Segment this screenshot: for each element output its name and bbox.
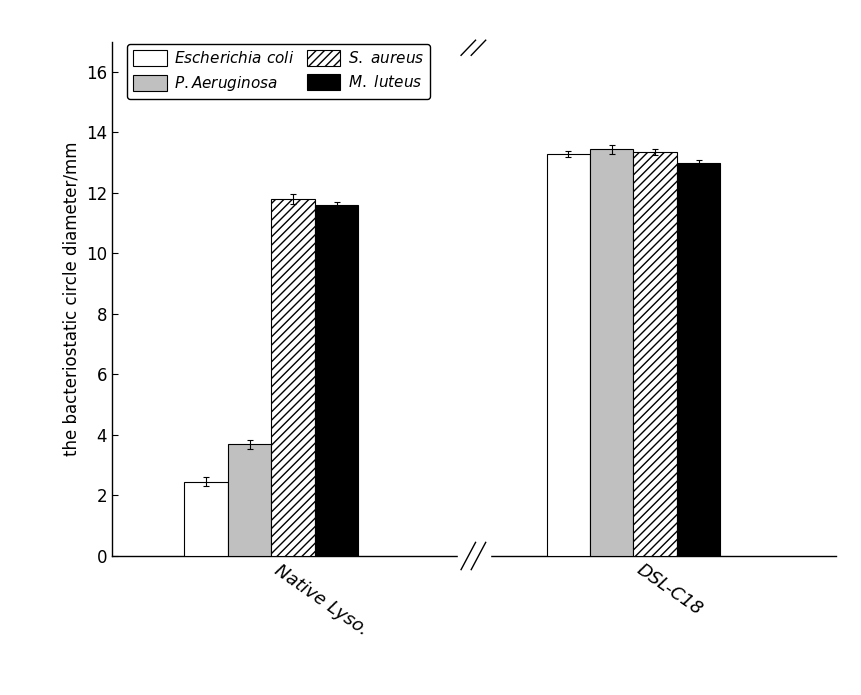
Bar <box>271 199 314 556</box>
Bar <box>676 163 720 556</box>
Bar <box>184 482 227 556</box>
Bar <box>633 152 676 556</box>
Bar <box>546 154 589 556</box>
Y-axis label: the bacteriostatic circle diameter/mm: the bacteriostatic circle diameter/mm <box>62 142 80 456</box>
Bar <box>589 149 633 556</box>
Bar <box>314 205 358 556</box>
Legend: $\it{Escherichia\ coli}$, $\it{P.Aeruginosa}$, $\it{S.\ aureus}$, $\it{M.\ luteu: $\it{Escherichia\ coli}$, $\it{P.Aerugin… <box>127 44 430 99</box>
Bar <box>227 444 271 556</box>
